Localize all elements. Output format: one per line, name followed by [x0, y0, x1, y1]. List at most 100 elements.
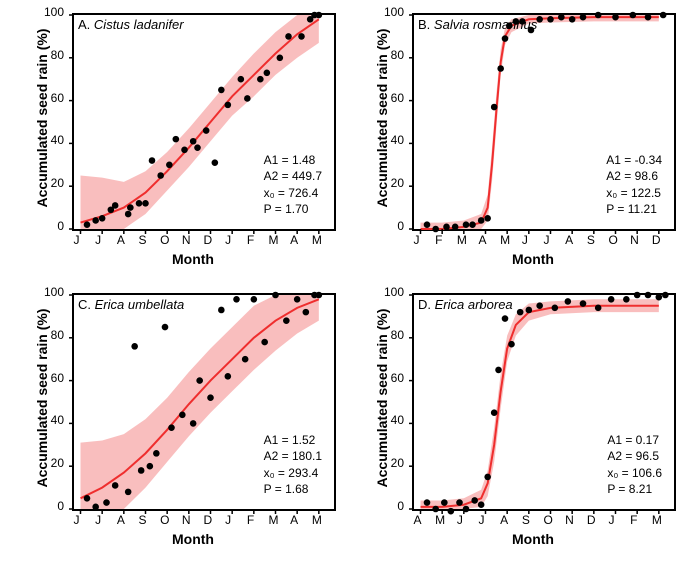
x-tick-label: M: [500, 233, 510, 247]
x-axis-label: Month: [172, 531, 214, 547]
x-tick-label: S: [139, 513, 147, 527]
y-tick-label: 20: [51, 456, 64, 470]
fit-stats: A1 = 0.17A2 = 96.5x₀ = 106.6P = 8.21: [607, 432, 662, 497]
y-axis-label: Accumulated seed rain (%): [374, 18, 390, 218]
data-point: [456, 499, 463, 506]
x-tick-label: D: [587, 513, 596, 527]
data-point: [181, 147, 188, 154]
stat-key: A2 =: [264, 449, 292, 463]
data-point: [595, 305, 602, 312]
x-tick-label: J: [95, 513, 101, 527]
stat-key: x₀ =: [607, 466, 632, 480]
data-point: [432, 226, 439, 233]
y-tick-label: 60: [391, 371, 404, 385]
stat-row-x0: x₀ = 122.5: [606, 185, 662, 201]
data-point: [491, 104, 498, 111]
stat-row-x0: x₀ = 106.6: [607, 465, 662, 481]
y-tick-label: 60: [51, 371, 64, 385]
y-tick-label: 0: [397, 219, 404, 233]
data-point: [125, 211, 132, 218]
data-point: [166, 162, 173, 169]
stat-row-A2: A2 = 180.1: [264, 448, 322, 464]
data-point: [580, 14, 587, 21]
data-point: [526, 307, 533, 314]
data-point: [277, 55, 284, 62]
y-tick-label: 0: [397, 499, 404, 513]
data-point: [190, 138, 197, 145]
y-tick-label: 100: [384, 285, 404, 299]
data-point: [298, 33, 305, 40]
y-tick-label: 20: [391, 176, 404, 190]
data-point: [84, 495, 91, 502]
data-point: [662, 292, 669, 299]
panel-D: 020406080100AMJJASONDJFMAccumulated seed…: [350, 285, 680, 555]
x-axis-label: Month: [512, 251, 554, 267]
data-point: [547, 16, 554, 23]
data-point: [244, 95, 251, 102]
x-tick-label: M: [312, 233, 322, 247]
data-point: [580, 300, 587, 307]
data-point: [136, 200, 143, 207]
data-point: [502, 35, 509, 42]
data-point: [502, 315, 509, 322]
data-point: [517, 309, 524, 316]
data-point: [112, 482, 119, 489]
x-tick-label: D: [652, 233, 661, 247]
data-point: [283, 317, 290, 324]
x-tick-label: N: [182, 513, 191, 527]
data-point: [469, 221, 476, 228]
data-point: [225, 373, 232, 380]
stat-key: x₀ =: [606, 186, 631, 200]
data-point: [630, 12, 637, 19]
stat-key: x₀ =: [264, 186, 289, 200]
x-tick-label: J: [544, 233, 550, 247]
data-point: [448, 508, 455, 515]
stat-key: A2 =: [607, 449, 635, 463]
x-tick-label: A: [117, 513, 125, 527]
stat-value: 293.4: [288, 466, 318, 480]
data-point: [285, 33, 292, 40]
y-tick-label: 100: [44, 5, 64, 19]
data-point: [536, 302, 543, 309]
data-point: [103, 499, 110, 506]
stat-key: P =: [264, 482, 285, 496]
y-tick-label: 80: [51, 328, 64, 342]
data-point: [595, 12, 602, 19]
x-tick-label: F: [247, 233, 254, 247]
y-tick-label: 80: [51, 48, 64, 62]
stat-row-A1: A1 = 0.17: [607, 432, 662, 448]
x-tick-label: A: [290, 233, 298, 247]
x-tick-label: F: [630, 513, 637, 527]
stat-value: -0.34: [635, 153, 662, 167]
stat-value: 726.4: [288, 186, 318, 200]
data-point: [238, 76, 245, 83]
y-tick-label: 80: [391, 328, 404, 342]
y-tick-label: 40: [51, 133, 64, 147]
data-point: [656, 294, 663, 301]
data-point: [491, 409, 498, 416]
stat-value: 8.21: [629, 482, 652, 496]
stat-row-P: P = 1.70: [264, 201, 322, 217]
data-point: [508, 341, 515, 348]
x-tick-label: D: [204, 513, 213, 527]
x-tick-label: J: [609, 513, 615, 527]
stat-key: A1 =: [607, 433, 635, 447]
data-point: [294, 296, 301, 303]
x-tick-label: J: [225, 513, 231, 527]
stat-row-P: P = 8.21: [607, 481, 662, 497]
data-point: [608, 296, 615, 303]
data-point: [623, 296, 630, 303]
stat-row-A1: A1 = 1.48: [264, 152, 322, 168]
x-tick-label: J: [74, 233, 80, 247]
y-tick-label: 100: [384, 5, 404, 19]
x-tick-label: A: [479, 233, 487, 247]
data-point: [463, 221, 470, 228]
data-point: [251, 296, 258, 303]
data-point: [443, 224, 450, 231]
x-tick-label: J: [479, 513, 485, 527]
panel-letter: B.: [418, 17, 430, 32]
fit-stats: A1 = 1.48A2 = 449.7x₀ = 726.4P = 1.70: [264, 152, 322, 217]
x-tick-label: F: [435, 233, 442, 247]
y-axis-label: Accumulated seed rain (%): [34, 298, 50, 498]
fit-stats: A1 = -0.34A2 = 98.6x₀ = 122.5P = 11.21: [606, 152, 662, 217]
